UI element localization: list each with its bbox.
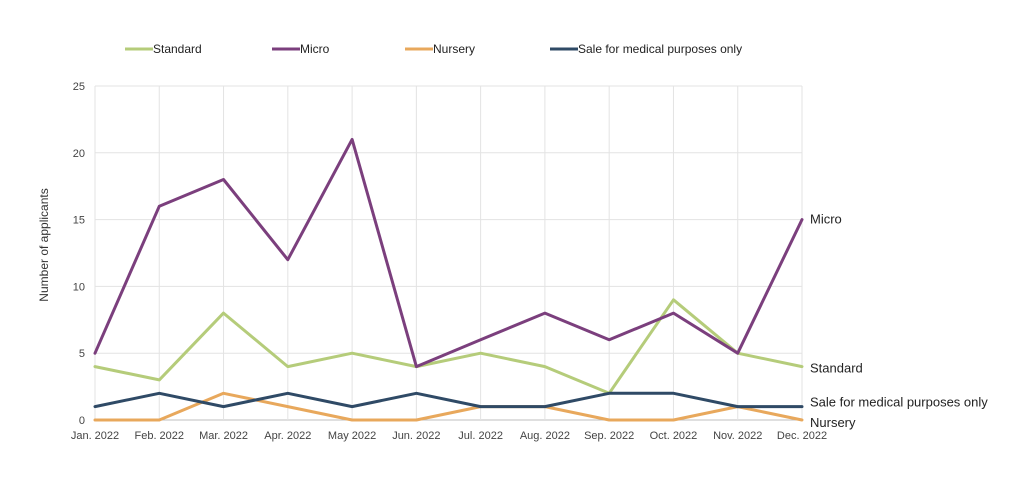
- x-tick-label: Feb. 2022: [134, 430, 184, 442]
- x-tick-label: Dec. 2022: [777, 430, 827, 442]
- legend-label: Sale for medical purposes only: [578, 42, 742, 56]
- series-line-micro: [95, 139, 802, 366]
- series-layer: [95, 139, 802, 420]
- y-tick-label: 5: [79, 348, 85, 360]
- end-label: Micro: [810, 212, 842, 227]
- x-tick-label: May 2022: [328, 430, 376, 442]
- series-line-standard: [95, 300, 802, 394]
- x-tick-label: Aug. 2022: [520, 430, 570, 442]
- y-axis-title: Number of applicants: [37, 188, 51, 301]
- grid-layer: [95, 86, 802, 420]
- legend-label: Micro: [300, 42, 330, 56]
- y-tick-label: 0: [79, 415, 85, 427]
- end-label: Nursery: [810, 415, 856, 430]
- legend-label: Standard: [153, 42, 202, 56]
- x-tick-label: Mar. 2022: [199, 430, 248, 442]
- x-tick-label: Sep. 2022: [584, 430, 634, 442]
- legend-label: Nursery: [433, 42, 475, 56]
- x-tick-label: Nov. 2022: [713, 430, 762, 442]
- end-labels: Standard Micro Nursery Sale for medical pur…: [810, 212, 988, 430]
- x-tick-label: Jul. 2022: [458, 430, 503, 442]
- y-tick-label: 15: [73, 215, 85, 227]
- y-tick-label: 20: [73, 148, 85, 160]
- x-tick-label: Jan. 2022: [71, 430, 119, 442]
- end-label: Sale for medical purposes only: [810, 395, 988, 410]
- x-tick-label: Jun. 2022: [392, 430, 440, 442]
- axis-layer: 0 5 10 15 20 25 Jan. 2022 Feb. 2022 Mar. 2022 Apr…: [71, 81, 827, 442]
- x-tick-label: Apr. 2022: [264, 430, 311, 442]
- y-tick-label: 10: [73, 281, 85, 293]
- x-tick-label: Oct. 2022: [650, 430, 698, 442]
- legend: Standard Micro Nursery Sale for medical pur…: [125, 42, 742, 56]
- y-tick-label: 25: [73, 81, 85, 93]
- end-label: Standard: [810, 361, 863, 376]
- series-line-sale-for-medical-purposes-only: [95, 393, 802, 406]
